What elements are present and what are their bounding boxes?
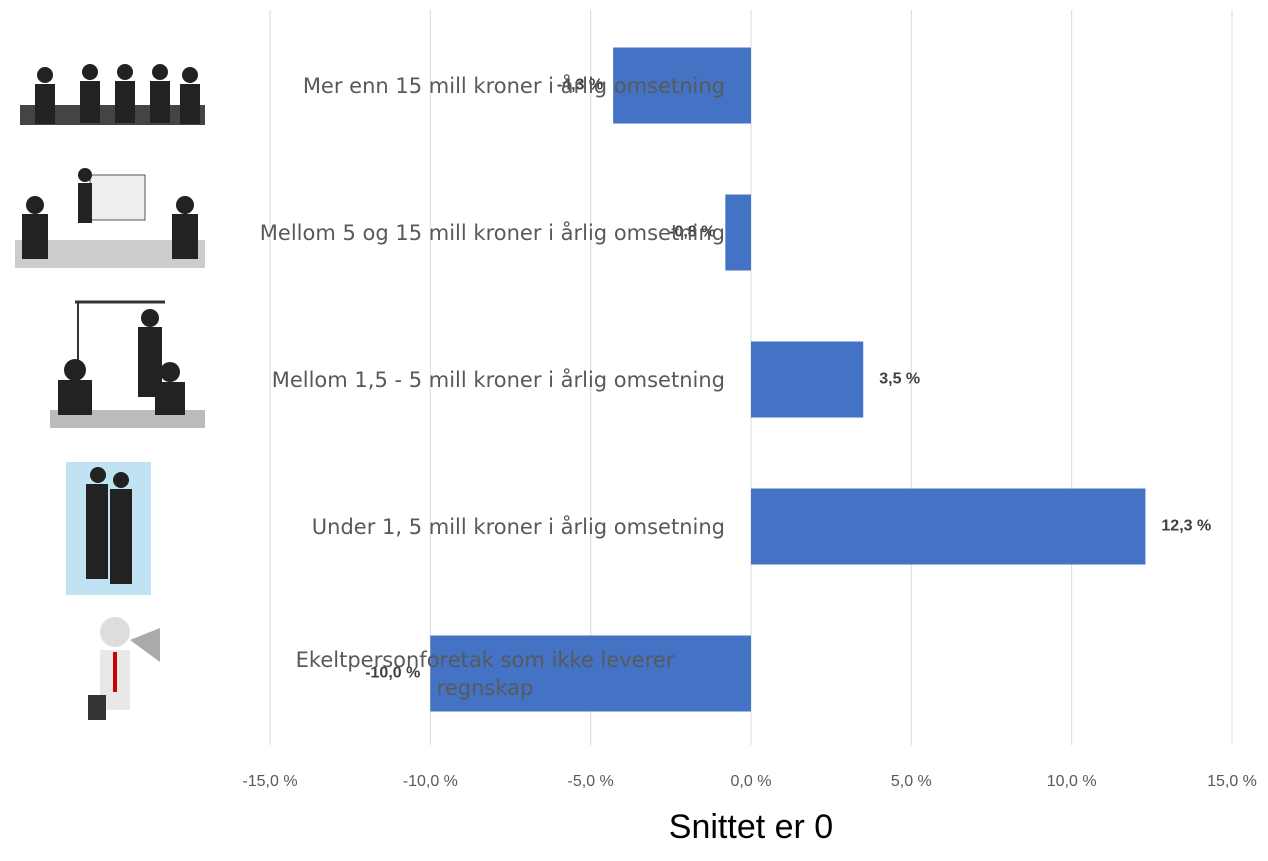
category-label: Mellom 5 og 15 mill kroner i årlig omset… [259,220,725,245]
x-tick-label: -15,0 % [242,773,297,790]
illustrations [15,64,205,720]
data-label: 3,5 % [879,371,920,388]
meeting-icon [20,64,205,125]
x-tick-label: 10,0 % [1047,773,1097,790]
lecture-icon [50,300,205,428]
x-tick-label: 0,0 % [731,773,772,790]
presentation-icon [15,168,205,268]
category-label: Mer enn 15 mill kroner i årlig omsetning [302,73,725,98]
data-label: 12,3 % [1161,518,1211,535]
bar [725,194,751,271]
multitask-icon [88,617,160,720]
data-label: -4,3 % [557,77,603,94]
businessmen-icon [66,462,151,595]
data-label: -0,8 % [669,224,715,241]
category-label: Ekeltpersonforetak som ikke leverer regn… [295,647,675,700]
bar [613,47,751,124]
x-tick-label: -10,0 % [403,773,458,790]
x-tick-label: 15,0 % [1207,773,1257,790]
bar [751,341,864,418]
chart-title: Snittet er 0 [668,808,834,846]
x-tick-label: -5,0 % [568,773,614,790]
data-label: -10,0 % [365,665,420,682]
x-tick-label: 5,0 % [891,773,932,790]
category-label: Under 1, 5 mill kroner i årlig omsetning [311,514,725,539]
category-label: Mellom 1,5 - 5 mill kroner i årlig omset… [271,367,725,392]
bar [430,635,751,712]
bar [751,488,1146,565]
